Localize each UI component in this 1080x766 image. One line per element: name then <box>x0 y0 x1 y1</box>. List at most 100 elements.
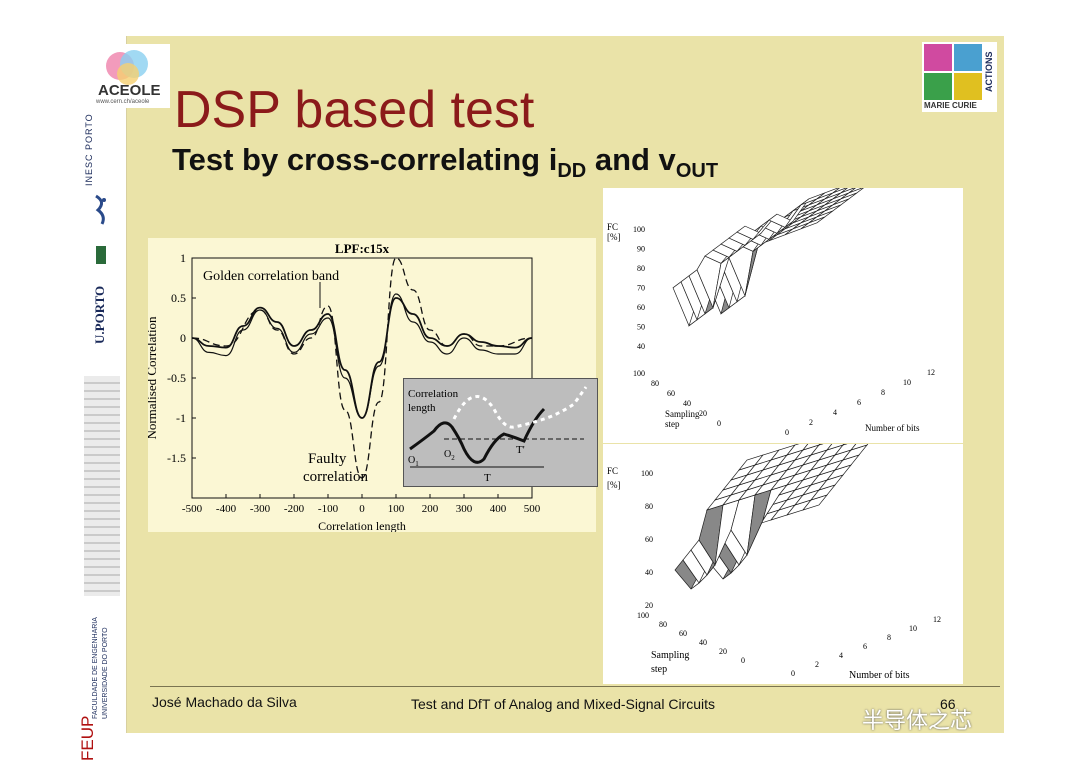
z-tick-label: 50 <box>637 323 645 332</box>
fc-top-ylabel-2: step <box>665 419 680 429</box>
inset-label-1: Correlation <box>408 388 459 400</box>
x-tick-label: -100 <box>318 503 339 515</box>
inset-svg: Correlation length O1 O2 T' T <box>408 386 588 484</box>
uporto-logo-text: U.PORTO <box>92 285 107 344</box>
fc-bot-zlabel-1: FC <box>607 466 618 476</box>
y-tick-label: 40 <box>683 399 691 408</box>
x-tick-label: 4 <box>833 408 837 417</box>
correlation-chart: LPF:c15x Correlation length Normalised C… <box>144 241 541 533</box>
x-tick-label: 2 <box>809 418 813 427</box>
x-tick-label: 12 <box>933 615 941 624</box>
x-tick-label: 0 <box>785 428 789 437</box>
x-tick-label: 10 <box>903 378 911 387</box>
mc-actions: ACTIONS <box>984 51 994 93</box>
inset-tprime: T' <box>516 444 525 456</box>
x-tick-label: -300 <box>250 503 271 515</box>
y-tick-label: 40 <box>699 638 707 647</box>
fc-top-zlabel-2: [%] <box>607 232 621 242</box>
z-tick-label: 90 <box>637 245 645 254</box>
x-tick-label: 6 <box>863 642 867 651</box>
x-tick-label: 0 <box>791 669 795 678</box>
marie-curie-logo: MARIE CURIE ACTIONS <box>922 42 997 112</box>
fc-top-xlabel: Number of bits <box>865 423 920 433</box>
x-tick-label: 0 <box>359 503 365 515</box>
fc-bot-ylabel-1: Sampling <box>651 650 689 661</box>
y-axis-label: Normalised Correlation <box>148 316 159 440</box>
inset-o2: O2 <box>444 449 455 462</box>
correlation-series-1 <box>191 293 533 419</box>
x-tick-label: -200 <box>284 503 305 515</box>
x-tick-label: 4 <box>839 651 843 660</box>
x-tick-label: 100 <box>388 503 405 515</box>
footer-author: José Machado da Silva <box>152 694 297 710</box>
institution-sidebar: INESC PORTO U.PORTO FACULDADE DE ENGENHA… <box>78 36 127 761</box>
x-tick-label: 200 <box>422 503 439 515</box>
z-tick-label: 100 <box>641 469 653 478</box>
x-tick-label: 12 <box>927 368 935 377</box>
golden-band-annotation: Golden correlation band <box>203 269 339 284</box>
y-tick-label: 100 <box>637 611 649 620</box>
footer-course: Test and DfT of Analog and Mixed-Signal … <box>411 696 716 712</box>
z-tick-label: 20 <box>645 601 653 610</box>
aceole-url: www.cern.ch/aceole <box>96 99 150 105</box>
x-tick-label: 500 <box>524 503 541 515</box>
inset-label-2: length <box>408 402 436 414</box>
x-tick-label: 10 <box>909 624 917 633</box>
feup-full-1: FACULDADE DE ENGENHARIA <box>92 617 99 719</box>
faulty-annotation-2: correlation <box>303 469 368 485</box>
fc-bot-xlabel: Number of bits <box>849 670 910 681</box>
aceole-circles-icon <box>106 50 148 85</box>
faulty-annotation-1: Faulty <box>308 451 347 467</box>
z-tick-label: 80 <box>645 502 653 511</box>
y-tick-label: 20 <box>719 647 727 656</box>
y-tick-label: 80 <box>651 379 659 388</box>
y-tick-label: 0.5 <box>171 291 186 305</box>
inset-t: T <box>484 472 491 484</box>
fc-surface-bottom-svg: FC [%] Sampling step Number of bits 1008… <box>607 414 941 681</box>
mc-label: MARIE CURIE <box>924 101 977 110</box>
y-tick-label: -0.5 <box>167 371 186 385</box>
z-tick-label: 60 <box>645 535 653 544</box>
y-tick-label: -1 <box>176 411 186 425</box>
fc-bot-zlabel-2: [%] <box>607 480 621 490</box>
x-axis-label: Correlation length <box>318 519 406 532</box>
aceole-logo: ACEOLE www.cern.ch/aceole <box>88 44 170 108</box>
y-tick-label: 1 <box>180 251 186 265</box>
y-tick-label: 0 <box>717 419 721 428</box>
fc-surface-bottom: FC [%] Sampling step Number of bits 100 8… <box>603 414 963 684</box>
y-tick-label: 80 <box>659 620 667 629</box>
inesc-logo-text: INESC PORTO <box>84 113 94 186</box>
z-tick-label: 60 <box>637 303 645 312</box>
z-tick-label: 40 <box>637 342 645 351</box>
page-number: 66 <box>940 696 956 712</box>
feup-logo-text: FEUP <box>78 715 97 761</box>
x-tick-label: 8 <box>887 633 891 642</box>
correlation-series-2 <box>191 257 533 479</box>
feup-full-2: UNIVERSIDADE DO PORTO <box>102 627 109 719</box>
fc-surface-top-svg: FC [%] Sampling step Number of bits 1009… <box>607 168 935 437</box>
fc-top-zlabel-1: FC <box>607 222 618 232</box>
y-tick-label: 60 <box>667 389 675 398</box>
fc-top-ylabel-1: Sampling <box>665 409 700 419</box>
y-tick-label: 100 <box>633 369 645 378</box>
footer-divider <box>150 686 1000 687</box>
aceole-name: ACEOLE <box>98 82 161 99</box>
z-tick-label: 100 <box>633 225 645 234</box>
x-tick-label: 8 <box>881 388 885 397</box>
x-tick-label: -400 <box>216 503 237 515</box>
y-tick-label: 60 <box>679 629 687 638</box>
x-tick-label: -500 <box>182 503 203 515</box>
inset-dashed-curve <box>452 386 588 429</box>
fc-surface-top: FC [%] Sampling step Number of bits 100 9… <box>603 168 963 443</box>
slide-title: DSP based test <box>174 81 535 139</box>
inset-o1: O1 <box>408 455 419 468</box>
y-tick-label: 0 <box>741 656 745 665</box>
slide-subtitle: Test by cross-correlating iDD and vOUT <box>172 142 719 183</box>
inesc-bar-icon <box>96 246 106 264</box>
fc-bot-ylabel-2: step <box>651 664 667 675</box>
inset-solid-curve <box>409 407 546 464</box>
buildings-image <box>84 376 120 596</box>
z-tick-label: 40 <box>645 568 653 577</box>
y-tick-label: 20 <box>699 409 707 418</box>
x-tick-label: 2 <box>815 660 819 669</box>
